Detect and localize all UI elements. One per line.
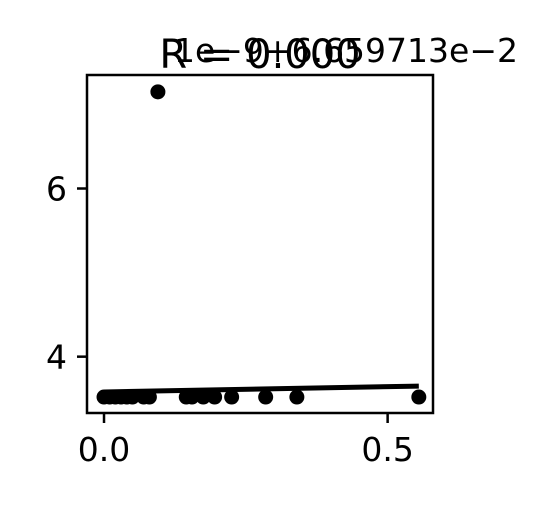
data-point: [184, 389, 200, 405]
plot-marks: [96, 84, 427, 405]
offset-text: 1e−9+6.659713e−2: [174, 31, 518, 70]
data-point: [141, 389, 157, 405]
plot-frame: [85, 73, 435, 415]
data-point: [150, 84, 166, 100]
fit-line: [103, 383, 419, 395]
y-tick-label: 4: [46, 338, 67, 377]
data-point: [207, 389, 223, 405]
y-tick-label: 6: [46, 170, 67, 209]
data-point: [289, 389, 305, 405]
data-point: [195, 389, 211, 405]
axes: 0.0 0.5 4 6: [46, 170, 414, 469]
data-point: [124, 389, 140, 405]
x-tick-label: 0.5: [361, 430, 413, 469]
chart-title: R = 0.000: [159, 32, 360, 78]
data-point: [411, 389, 427, 405]
x-tick-label: 0.0: [78, 430, 130, 469]
data-point: [258, 389, 274, 405]
data-point: [224, 389, 240, 405]
